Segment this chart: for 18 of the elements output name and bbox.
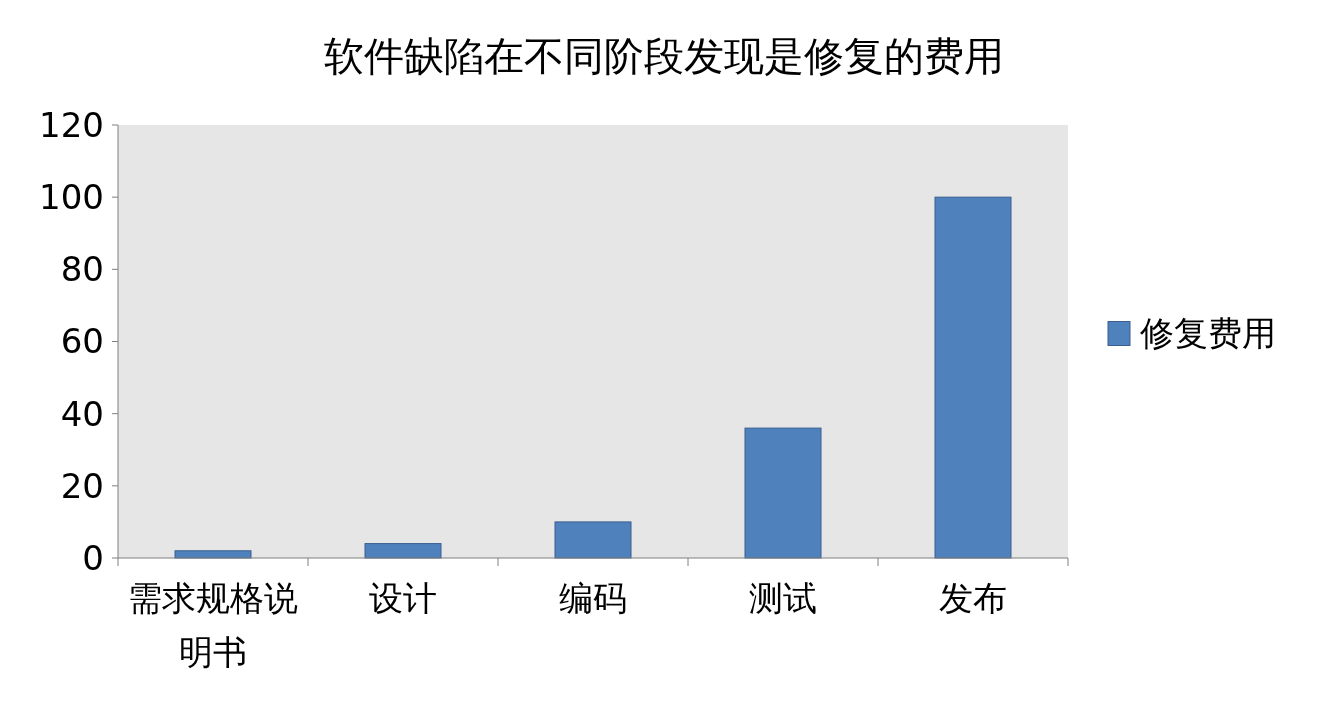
y-tick-label: 40 <box>60 393 104 434</box>
y-tick-label: 120 <box>39 104 104 145</box>
x-tick-label: 设计 <box>369 578 437 618</box>
x-tick-label: 测试 <box>749 578 817 618</box>
bar <box>744 427 822 559</box>
y-tick-label: 0 <box>82 537 104 578</box>
chart-title: 软件缺陷在不同阶段发现是修复的费用 <box>324 33 1004 79</box>
y-tick-label: 60 <box>60 321 104 362</box>
bar <box>554 521 632 559</box>
y-tick-label: 20 <box>60 465 104 506</box>
bar <box>934 196 1012 559</box>
legend-label: 修复费用 <box>1140 313 1276 354</box>
x-tick-label: 发布 <box>939 578 1007 618</box>
bar <box>364 543 442 559</box>
x-tick-label: 编码 <box>559 578 627 618</box>
y-tick-label: 100 <box>39 177 104 218</box>
x-tick-label: 需求规格说明书 <box>128 578 298 673</box>
y-tick-label: 80 <box>60 249 104 290</box>
